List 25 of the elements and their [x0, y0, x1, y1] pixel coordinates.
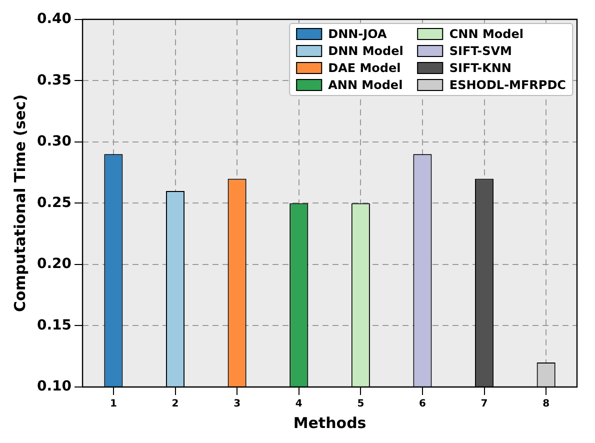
legend-label: DAE Model — [328, 61, 401, 76]
y-axis-title: Computational Time (sec) — [10, 94, 29, 312]
x-tick-label: 7 — [480, 398, 488, 410]
y-tick-label: 0.20 — [36, 256, 72, 272]
x-axis-title: Methods — [293, 414, 366, 432]
x-tick-label: 3 — [234, 398, 241, 410]
x-tick-label: 6 — [418, 398, 426, 410]
legend-label: ESHODL-MFRPDC — [449, 78, 566, 92]
legend-label: SIFT-SVM — [449, 44, 512, 58]
y-tick-label: 0.25 — [36, 194, 72, 211]
y-tick-label: 0.35 — [36, 72, 72, 88]
x-tick-label: 5 — [357, 398, 364, 410]
y-tick-label: 0.30 — [36, 134, 72, 150]
x-tick-label: 4 — [295, 398, 302, 410]
legend-label: ANN Model — [328, 78, 403, 92]
x-tick-label: 2 — [172, 398, 179, 410]
x-tick-label: 8 — [542, 398, 550, 410]
legend-label: DNN-JOA — [328, 27, 387, 42]
legend-label: CNN Model — [449, 27, 524, 42]
y-tick-label: 0.15 — [36, 317, 72, 334]
y-tick-label: 0.40 — [36, 11, 72, 28]
legend-label: SIFT-KNN — [449, 61, 512, 76]
legend-label: DNN Model — [328, 44, 404, 58]
y-tick-label: 0.10 — [36, 378, 72, 395]
x-tick-label: 1 — [110, 398, 117, 410]
